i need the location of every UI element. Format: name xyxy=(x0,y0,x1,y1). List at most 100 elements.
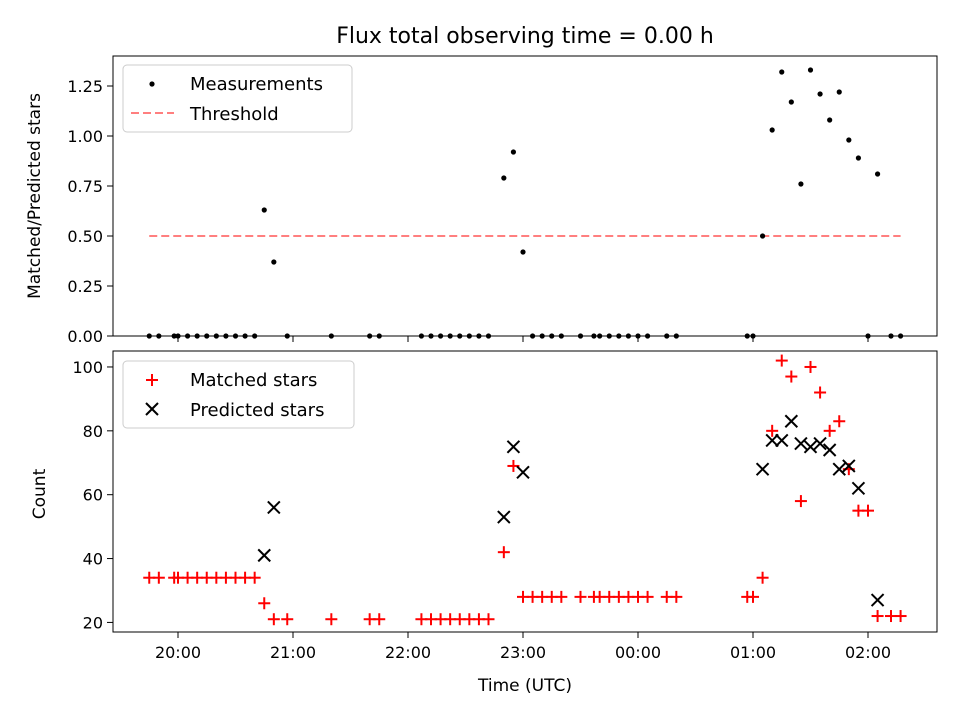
legend-predicted-marker xyxy=(145,402,159,416)
matched-star-marker xyxy=(482,613,495,626)
measurement-point xyxy=(252,333,258,339)
measurement-point xyxy=(328,333,334,339)
ratio-plot-frame xyxy=(112,55,938,337)
measurement-point xyxy=(376,333,382,339)
count-legend: Matched stars Predicted stars xyxy=(122,360,355,429)
measurement-points xyxy=(146,67,904,339)
ratio-y-tick-label: 1.00 xyxy=(67,127,103,146)
predicted-star-marker xyxy=(765,433,779,448)
measurement-point xyxy=(625,333,632,339)
matched-star-marker xyxy=(766,424,779,437)
measurement-point xyxy=(798,181,804,187)
ratio-y-tick-label: 0.50 xyxy=(67,227,103,246)
count-x-tick-label: 22:00 xyxy=(385,643,431,662)
predicted-star-marker xyxy=(755,462,770,476)
measurement-point xyxy=(175,333,181,339)
predicted-star-marker xyxy=(516,465,530,480)
predicted-stars-points xyxy=(257,414,885,607)
count-y-tick-label: 80 xyxy=(83,422,103,441)
matched-star-marker xyxy=(641,590,654,603)
measurement-point xyxy=(466,333,472,339)
measurement-point xyxy=(501,175,507,181)
measurement-point xyxy=(635,333,641,339)
measurement-point xyxy=(779,69,785,75)
legend-measurements-marker xyxy=(149,81,155,87)
matched-star-marker xyxy=(497,546,510,559)
measurement-point xyxy=(591,333,597,339)
measurement-point xyxy=(232,333,239,339)
measurement-point xyxy=(644,333,651,339)
count-x-tick-label: 23:00 xyxy=(500,643,546,662)
measurement-point xyxy=(558,333,564,339)
legend-matched-label: Matched stars xyxy=(190,370,317,391)
measurement-point xyxy=(549,333,555,339)
count-panel: 20 40 60 80 100 20:00 21:00 22:00 23:00 00:00 01:… xyxy=(30,350,938,696)
predicted-star-marker xyxy=(506,440,521,454)
ratio-panel: Flux total observing time = 0.00 h 0.000… xyxy=(25,24,938,346)
measurement-point xyxy=(261,207,267,213)
measurement-point xyxy=(520,249,526,255)
count-y-tick-label: 100 xyxy=(72,358,103,377)
predicted-star-marker xyxy=(803,440,818,454)
measurement-point xyxy=(759,233,766,239)
ratio-y-tick-label: 0.00 xyxy=(67,327,103,346)
predicted-star-marker xyxy=(851,481,866,496)
measurement-point xyxy=(223,333,229,339)
predicted-star-marker xyxy=(257,548,271,563)
predicted-star-marker xyxy=(794,436,808,451)
measurement-point xyxy=(597,333,603,339)
measurement-point xyxy=(888,333,894,339)
measurement-point xyxy=(769,127,775,133)
measurement-point xyxy=(428,333,434,339)
measurement-point xyxy=(418,333,425,339)
matched-star-marker xyxy=(785,370,798,383)
count-x-axis: 20:00 21:00 22:00 23:00 00:00 01:00 02:00 xyxy=(155,632,891,662)
ratio-y-tick-label: 0.75 xyxy=(67,177,103,196)
ratio-y-axis-label: Matched/Predicted stars xyxy=(25,93,45,299)
predicted-star-marker xyxy=(784,414,799,428)
count-x-tick-label: 21:00 xyxy=(270,643,316,662)
measurement-point xyxy=(184,333,191,339)
matched-star-marker xyxy=(756,571,769,584)
matched-star-marker xyxy=(281,613,294,626)
ratio-legend: Measurements Threshold xyxy=(122,64,353,133)
measurement-point xyxy=(664,333,670,339)
measurement-point xyxy=(156,333,162,339)
predicted-star-marker xyxy=(832,462,846,476)
count-plot-frame xyxy=(112,350,938,633)
matched-star-marker xyxy=(248,571,261,584)
measurement-point xyxy=(616,333,622,339)
measurement-point xyxy=(510,149,517,155)
measurement-point xyxy=(788,99,794,105)
legend-predicted-label: Predicted stars xyxy=(190,400,324,421)
matched-stars-points xyxy=(143,354,907,626)
measurement-point xyxy=(213,333,219,339)
predicted-star-marker xyxy=(775,433,789,448)
measurement-point xyxy=(539,333,545,339)
count-y-tick-label: 20 xyxy=(83,613,103,632)
predicted-star-marker xyxy=(497,510,511,524)
count-y-axis: 20 40 60 80 100 xyxy=(72,358,113,632)
measurement-point xyxy=(204,333,210,339)
ratio-y-axis: 0.00 0.25 0.50 0.75 1.00 1.25 xyxy=(67,77,113,346)
measurement-point xyxy=(271,259,277,265)
ratio-legend-box xyxy=(122,64,353,133)
measurement-point xyxy=(242,333,248,339)
count-x-tick-label: 20:00 xyxy=(155,643,201,662)
matched-star-marker xyxy=(670,590,683,603)
measurement-point xyxy=(171,333,177,339)
measurement-point xyxy=(874,171,881,177)
matched-star-marker xyxy=(574,590,587,603)
matched-star-marker xyxy=(325,613,338,626)
measurement-point xyxy=(836,89,842,95)
x-axis-label: Time (UTC) xyxy=(477,676,572,696)
legend-measurements-label: Measurements xyxy=(190,74,323,95)
matched-star-marker xyxy=(814,386,827,399)
predicted-star-marker xyxy=(870,593,885,607)
predicted-star-marker xyxy=(842,459,856,473)
matched-star-marker xyxy=(894,610,907,623)
matched-star-marker xyxy=(775,354,788,367)
measurement-point xyxy=(897,333,904,339)
measurement-point xyxy=(476,333,482,339)
